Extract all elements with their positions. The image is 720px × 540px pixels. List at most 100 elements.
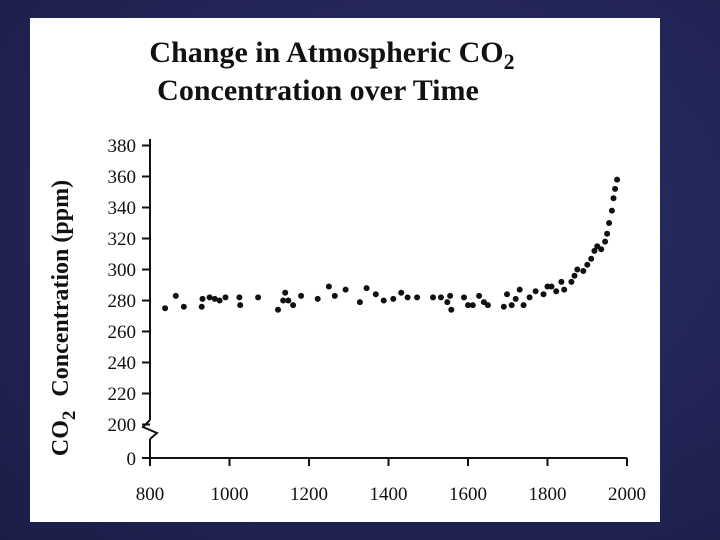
data-point <box>430 294 436 300</box>
y-tick-label: 340 <box>108 198 137 219</box>
data-point <box>223 294 229 300</box>
data-point <box>217 298 223 304</box>
y-tick-200: 200 <box>108 415 151 436</box>
data-point <box>485 302 491 308</box>
y-tick-300: 300 <box>108 260 151 281</box>
y-axis-label-main: Concentration (ppm) <box>48 180 74 397</box>
chart-panel: Change in Atmospheric CO2 Concentration … <box>30 18 660 522</box>
data-point <box>357 299 363 305</box>
y-tick-label: 320 <box>108 229 137 250</box>
data-point <box>568 279 574 285</box>
x-tick-1200: 1200 <box>290 458 328 505</box>
y-tick-220: 220 <box>108 384 151 405</box>
data-point <box>517 287 523 293</box>
chart-title-line2: Concentration over Time <box>157 74 479 107</box>
x-tick-1000: 1000 <box>211 458 249 505</box>
y-tick-320: 320 <box>108 229 151 250</box>
data-points <box>162 177 620 313</box>
y-tick-label: 200 <box>108 415 137 436</box>
data-point <box>509 302 515 308</box>
y-tick-380: 380 <box>108 136 151 157</box>
y-tick-label: 220 <box>108 384 137 405</box>
chart-title-line1: Change in Atmospheric CO2 <box>149 36 514 74</box>
data-point <box>558 279 564 285</box>
x-tick-2000: 2000 <box>608 458 646 505</box>
y-tick-240: 240 <box>108 353 151 374</box>
x-tick-1800: 1800 <box>529 458 567 505</box>
y-axis-label-subscript: 2 <box>59 411 80 421</box>
chart-title-line1-subscript: 2 <box>504 49 515 74</box>
data-point <box>373 291 379 297</box>
y-tick-label: 360 <box>108 167 137 188</box>
data-point <box>290 302 296 308</box>
data-point <box>588 256 594 262</box>
data-point <box>602 239 608 245</box>
data-point <box>561 287 567 293</box>
y-tick-label: 0 <box>127 449 137 470</box>
data-point <box>298 293 304 299</box>
data-point <box>326 284 332 290</box>
data-point <box>255 294 261 300</box>
data-point <box>447 293 453 299</box>
data-point <box>162 305 168 311</box>
data-point <box>533 288 539 294</box>
x-tick-label: 2000 <box>608 484 646 505</box>
data-point <box>527 294 533 300</box>
data-point <box>584 262 590 268</box>
data-point <box>199 304 205 310</box>
data-point <box>501 304 507 310</box>
data-point <box>448 307 454 313</box>
data-point <box>398 290 404 296</box>
y-tick-label: 260 <box>108 322 137 343</box>
y-tick-360: 360 <box>108 167 151 188</box>
x-tick-800: 800 <box>136 458 165 505</box>
data-point <box>236 294 242 300</box>
y-tick-0: 0 <box>127 449 151 470</box>
y-tick-label: 380 <box>108 136 137 157</box>
y-axis-label-co: CO <box>48 420 74 456</box>
y-tick-label: 280 <box>108 291 137 312</box>
chart-title-line1-main: Change in Atmospheric CO <box>149 36 503 69</box>
data-point <box>173 293 179 299</box>
data-point <box>381 298 387 304</box>
data-point <box>476 293 482 299</box>
y-axis-break-icon <box>143 420 157 439</box>
data-point <box>612 186 618 192</box>
data-point <box>200 296 206 302</box>
data-point <box>580 268 586 274</box>
x-tick-label: 1200 <box>290 484 328 505</box>
data-point <box>614 177 620 183</box>
data-point <box>207 294 213 300</box>
data-point <box>444 299 450 305</box>
x-tick-label: 1600 <box>449 484 487 505</box>
data-point <box>470 302 476 308</box>
data-point <box>574 267 580 273</box>
x-tick-label: 1400 <box>370 484 408 505</box>
data-point <box>414 294 420 300</box>
data-point <box>343 287 349 293</box>
data-point <box>181 304 187 310</box>
data-point <box>315 296 321 302</box>
y-tick-label: 240 <box>108 353 137 374</box>
data-point <box>604 231 610 237</box>
data-point <box>285 298 291 304</box>
y-tick-260: 260 <box>108 322 151 343</box>
data-point <box>237 302 243 308</box>
data-point <box>611 195 617 201</box>
data-point <box>364 285 370 291</box>
y-tick-280: 280 <box>108 291 151 312</box>
x-tick-label: 1800 <box>529 484 567 505</box>
data-point <box>504 291 510 297</box>
data-point <box>598 246 604 252</box>
data-point <box>438 294 444 300</box>
data-point <box>513 296 519 302</box>
data-point <box>521 302 527 308</box>
data-point <box>609 208 615 214</box>
data-point <box>332 293 338 299</box>
x-tick-1600: 1600 <box>449 458 487 505</box>
data-point <box>275 307 281 313</box>
data-point <box>553 288 559 294</box>
x-tick-label: 1000 <box>211 484 249 505</box>
data-point <box>549 284 555 290</box>
y-axis-label: CO2 Concentration (ppm) <box>48 180 80 456</box>
